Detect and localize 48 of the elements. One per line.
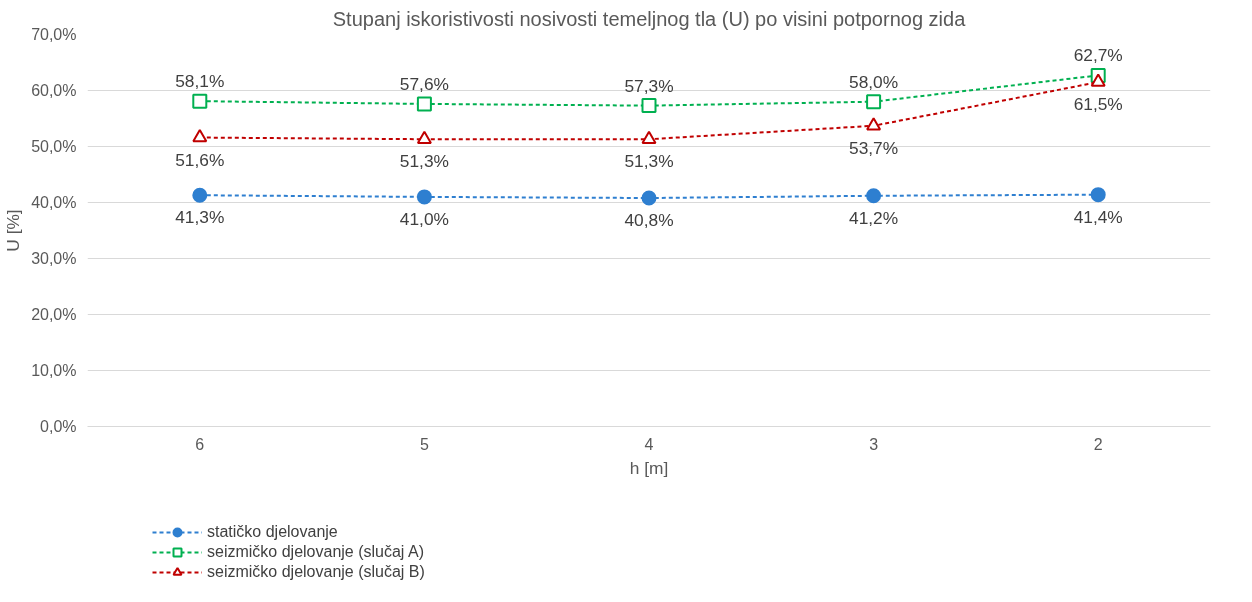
- x-tick-label: 4: [644, 435, 654, 453]
- y-tick-label: 10,0%: [31, 362, 77, 379]
- y-tick-label: 30,0%: [31, 250, 77, 267]
- y-tick-label: 60,0%: [31, 82, 77, 99]
- data-label: 41,0%: [399, 208, 449, 229]
- point: [866, 188, 882, 204]
- x-tick-label: 6: [195, 435, 205, 453]
- x-tick-label: 3: [869, 435, 879, 453]
- data-label: 57,3%: [624, 75, 674, 96]
- data-label: 51,3%: [624, 151, 674, 172]
- data-label: 51,3%: [399, 151, 449, 172]
- point: [192, 129, 208, 143]
- point: [416, 189, 432, 205]
- data-label: 58,1%: [175, 71, 225, 92]
- data-label: 41,4%: [1073, 206, 1123, 227]
- y-tick-label: 40,0%: [31, 194, 77, 211]
- point: [416, 96, 432, 112]
- data-label: 58,0%: [849, 71, 899, 92]
- data-label: 62,7%: [1073, 45, 1123, 66]
- y-tick-label: 0,0%: [40, 418, 77, 435]
- point: [641, 130, 657, 144]
- point: [416, 130, 432, 144]
- x-tick-label: 5: [419, 435, 429, 453]
- legend-label: statičko djelovanje: [207, 523, 338, 541]
- data-label: 41,2%: [849, 207, 899, 228]
- point: [866, 94, 882, 110]
- point: [192, 93, 208, 109]
- y-tick-label: 70,0%: [31, 26, 77, 43]
- data-label: 57,6%: [399, 73, 449, 94]
- point: [1090, 187, 1106, 203]
- data-label: 61,5%: [1073, 94, 1123, 115]
- legend-label: seizmičko djelovanje (slučaj A): [207, 543, 424, 561]
- point: [866, 117, 882, 131]
- chart-title: Stupanj iskoristivosti nosivosti temeljnog tla (U) po visini potpornog zida: [332, 7, 967, 30]
- y-axis-title: U [%]: [3, 209, 24, 252]
- point: [641, 190, 657, 206]
- legend-label: seizmičko djelovanje (slučaj B): [207, 563, 425, 581]
- y-tick-label: 20,0%: [31, 306, 77, 323]
- point: [1090, 73, 1106, 87]
- data-label: 41,3%: [175, 207, 225, 228]
- x-tick-label: 2: [1093, 435, 1103, 453]
- data-label: 51,6%: [175, 149, 225, 170]
- y-tick-label: 50,0%: [31, 138, 77, 155]
- x-axis-title: h [m]: [629, 457, 669, 478]
- data-label: 53,7%: [849, 137, 899, 158]
- point: [641, 98, 657, 114]
- data-label: 40,8%: [624, 210, 674, 231]
- point: [192, 187, 208, 203]
